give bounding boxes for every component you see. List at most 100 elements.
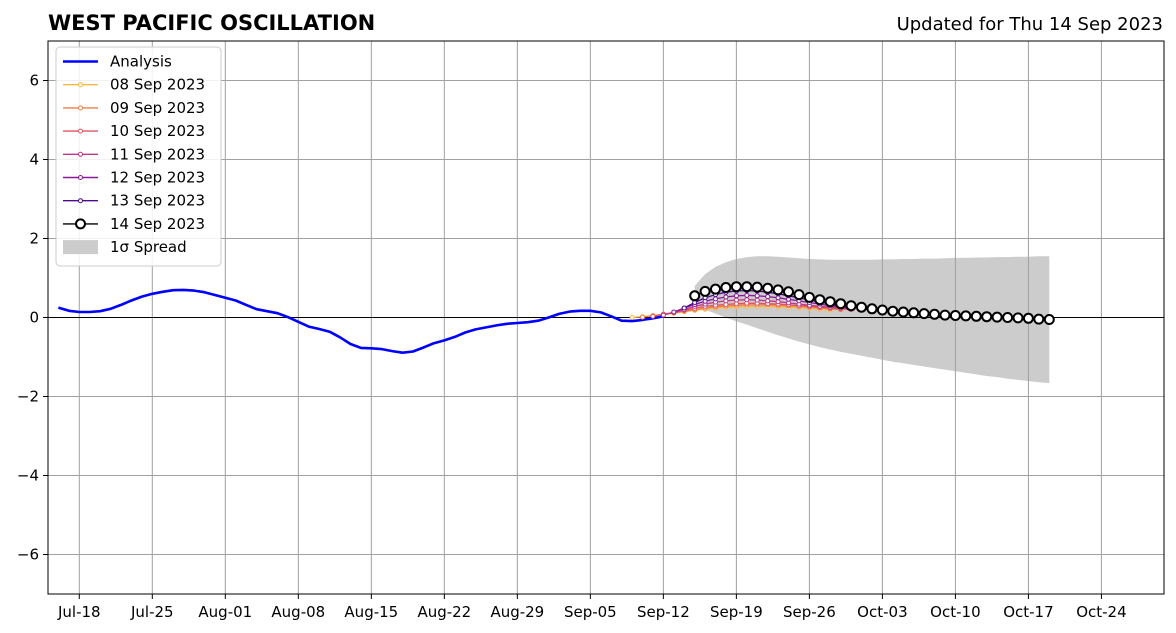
x-tick-label: Aug-08 [271, 603, 325, 621]
data-point [650, 313, 656, 319]
data-point [991, 311, 1003, 323]
chart-title: WEST PACIFIC OSCILLATION [48, 11, 375, 35]
data-point [1033, 313, 1045, 325]
data-point [775, 299, 781, 305]
spread-band [694, 256, 1050, 384]
data-point [640, 314, 645, 320]
legend-box [55, 46, 222, 267]
legend-label: 1σ Spread [110, 238, 187, 256]
legend-label: 13 Sep 2023 [110, 192, 205, 210]
legend-marker [78, 175, 83, 180]
updated-date: Updated for Thu 14 Sep 2023 [897, 14, 1163, 35]
data-point [929, 308, 940, 320]
y-tick-label: 0 [29, 309, 39, 327]
data-point [733, 293, 739, 299]
data-point [876, 304, 888, 316]
legend-label: 10 Sep 2023 [110, 122, 205, 140]
data-point [887, 305, 899, 317]
x-tick-label: Sep-26 [783, 603, 836, 621]
data-point [741, 281, 753, 293]
data-point [866, 303, 878, 315]
legend-marker [78, 82, 83, 88]
data-point [814, 294, 826, 306]
series-14-sep-2023 [689, 281, 1055, 325]
data-point [751, 281, 763, 293]
legend-entry: 1σ Spread [63, 238, 187, 256]
legend-label: 08 Sep 2023 [110, 76, 205, 94]
data-point [908, 307, 920, 319]
x-tick-label: Sep-12 [637, 603, 690, 621]
y-tick-label: −6 [17, 546, 39, 564]
data-point [710, 283, 721, 295]
y-tick-label: 4 [29, 151, 39, 169]
data-point [1022, 312, 1034, 324]
data-point [803, 291, 815, 303]
data-point [1002, 312, 1014, 323]
data-point [783, 286, 794, 298]
x-tick-label: Aug-01 [198, 603, 252, 621]
legend-marker [78, 198, 83, 204]
data-point [856, 301, 867, 313]
analysis-layer [58, 288, 664, 355]
data-point [671, 309, 677, 315]
x-tick-label: Jul-18 [57, 603, 101, 621]
x-axis: Jul-18 Jul-25 Aug-01 Aug-08 Aug-15 Aug-22 Aug-… [57, 594, 1127, 621]
data-point [918, 308, 930, 320]
legend-entry: Analysis [63, 53, 172, 71]
data-point [762, 282, 774, 294]
legend-label: 11 Sep 2023 [110, 145, 205, 163]
y-tick-label: −4 [17, 467, 39, 485]
data-point [765, 298, 771, 304]
data-point [713, 296, 718, 302]
x-tick-label: Oct-03 [857, 603, 907, 621]
legend: Analysis 08 Sep 2023 09 Sep 2023 10 Sep 202… [55, 46, 222, 267]
data-point [824, 296, 836, 308]
legend-marker [78, 105, 83, 111]
x-tick-label: Aug-15 [344, 603, 398, 621]
data-point [744, 292, 750, 298]
legend-label: 09 Sep 2023 [110, 99, 205, 117]
legend-entry: 10 Sep 2023 [63, 122, 205, 140]
legend-marker [78, 151, 83, 157]
y-tick-label: −2 [17, 388, 39, 406]
data-point [754, 293, 760, 299]
x-tick-label: Oct-17 [1003, 603, 1053, 621]
data-point [835, 298, 847, 310]
spread-layer [694, 256, 1050, 384]
data-point [681, 305, 687, 311]
data-point [733, 297, 739, 303]
x-tick-label: Aug-29 [490, 603, 544, 621]
data-point [629, 315, 635, 320]
data-point [723, 294, 729, 300]
data-point [1043, 314, 1055, 325]
x-tick-label: Sep-19 [710, 603, 763, 621]
y-tick-label: 2 [29, 230, 39, 248]
data-point [897, 306, 909, 318]
data-point [699, 285, 711, 297]
legend-swatch [63, 240, 98, 255]
legend-label: 12 Sep 2023 [110, 169, 205, 187]
legend-marker [78, 128, 83, 134]
x-tick-label: Jul-25 [130, 603, 174, 621]
legend-label: Analysis [110, 53, 172, 71]
data-point [949, 310, 961, 321]
data-point [660, 312, 666, 318]
legend-label: 14 Sep 2023 [110, 215, 205, 233]
data-point [793, 289, 805, 301]
data-point [960, 310, 972, 322]
data-point [845, 300, 857, 312]
legend-marker [75, 218, 86, 230]
data-point [730, 281, 742, 293]
legend-entry: 13 Sep 2023 [63, 192, 205, 210]
legend-entry: 09 Sep 2023 [63, 99, 205, 117]
data-point [744, 297, 750, 303]
data-point [775, 295, 781, 301]
legend-entry: 14 Sep 2023 [63, 215, 205, 233]
data-point [689, 290, 701, 302]
data-point [970, 310, 982, 322]
legend-entry: 11 Sep 2023 [63, 145, 205, 163]
data-point [939, 309, 951, 321]
data-point [981, 311, 993, 323]
data-point [754, 297, 760, 303]
